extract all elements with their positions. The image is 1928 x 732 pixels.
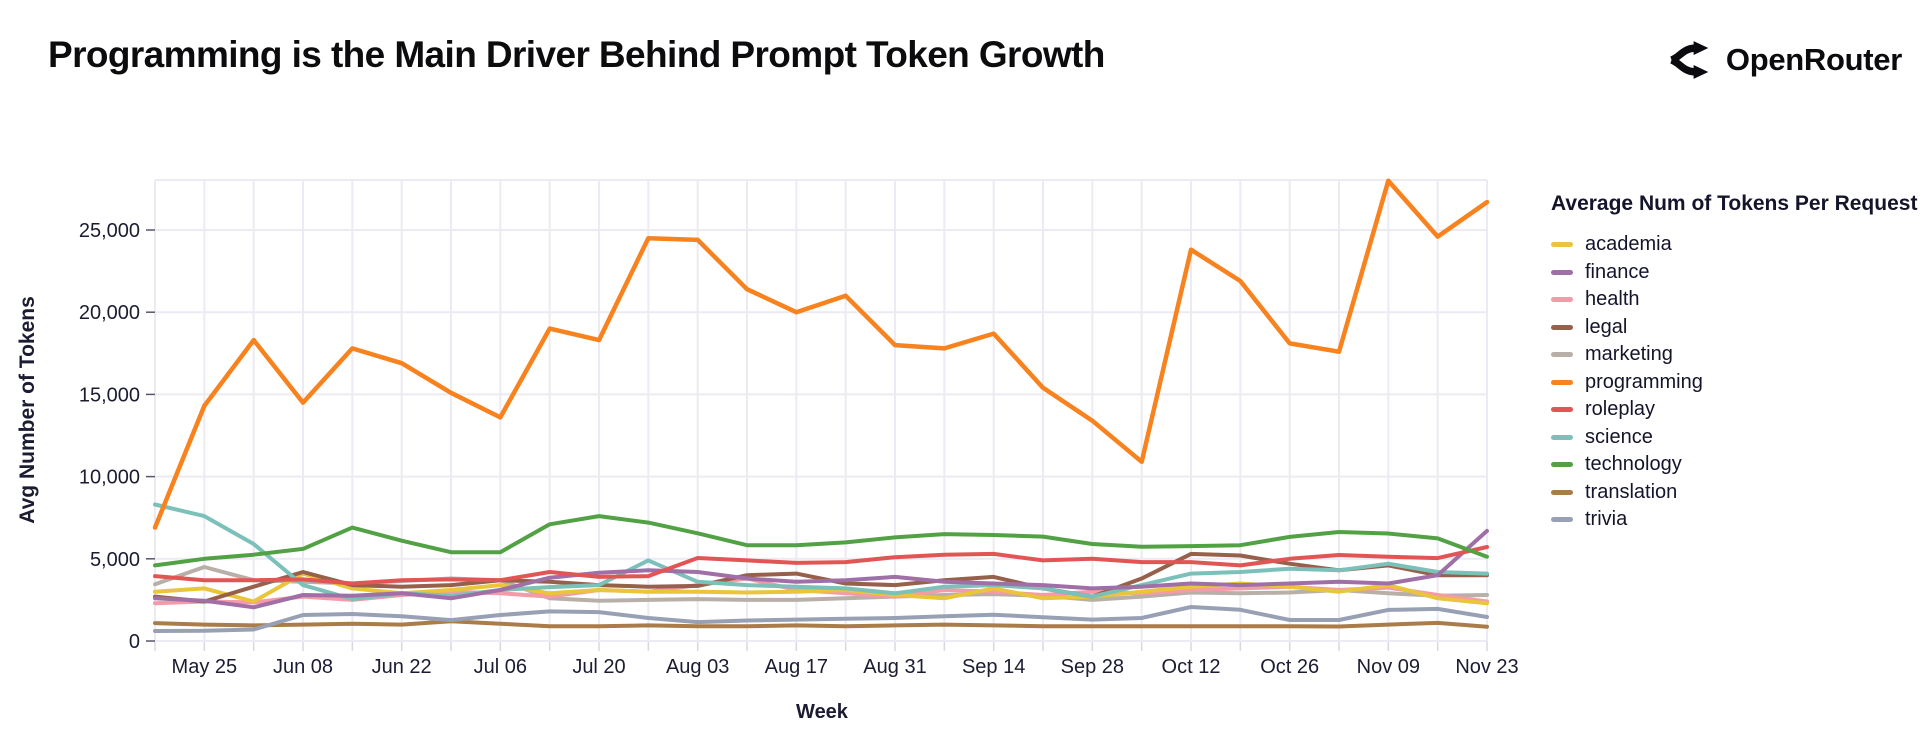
legend-swatch <box>1551 489 1573 495</box>
page-title: Programming is the Main Driver Behind Pr… <box>48 34 1105 75</box>
x-tick-label: Aug 03 <box>666 656 729 678</box>
x-tick-label: Jun 22 <box>372 656 432 678</box>
x-tick-label: Jul 06 <box>474 656 527 678</box>
x-tick-label: Jul 20 <box>572 656 625 678</box>
y-tick-label: 15,000 <box>79 384 140 406</box>
legend-item-academia: academia <box>1551 231 1923 259</box>
series-line-trivia <box>153 605 1489 633</box>
series-line-programming <box>152 178 1490 530</box>
x-tick-label: Aug 31 <box>863 656 926 678</box>
legend-item-label: finance <box>1585 260 1650 283</box>
x-tick-label: Jun 08 <box>273 656 333 678</box>
legend-swatch <box>1551 407 1573 413</box>
legend-swatch <box>1551 517 1573 523</box>
x-tick-label: May 25 <box>172 656 238 678</box>
legend-item-label: science <box>1585 425 1653 448</box>
legend-swatch <box>1551 269 1573 275</box>
legend-item-label: academia <box>1585 233 1672 256</box>
x-tick-label: Nov 23 <box>1455 656 1518 678</box>
series-line-finance <box>153 528 1489 610</box>
legend-swatch <box>1551 462 1573 468</box>
series-line-legal <box>153 551 1489 604</box>
x-tick-label: Oct 26 <box>1260 656 1319 678</box>
legend-item-label: technology <box>1585 453 1682 476</box>
legend-item-label: trivia <box>1585 508 1628 531</box>
legend-item-technology: technology <box>1551 451 1923 479</box>
legend-swatch <box>1551 434 1573 440</box>
x-tick-label: Nov 09 <box>1357 656 1420 678</box>
axis-ticks: 0 5,000 10,000 15,000 20,000 25,000 May 25 Jun … <box>79 220 1519 678</box>
legend-item-label: health <box>1585 288 1640 311</box>
series-line-technology <box>153 514 1489 568</box>
legend-item-health: health <box>1551 286 1923 314</box>
legend-item-label: legal <box>1585 315 1628 338</box>
y-tick-label: 10,000 <box>79 467 140 489</box>
legend-item-label: translation <box>1585 480 1678 503</box>
legend-item-label: marketing <box>1585 343 1673 366</box>
legend-item-translation: translation <box>1551 479 1923 507</box>
series-line-roleplay <box>153 545 1489 586</box>
legend-item-finance: finance <box>1551 259 1923 287</box>
series-line-translation <box>153 619 1489 629</box>
legend-item-label: roleplay <box>1585 398 1656 421</box>
legend-item-legal: legal <box>1551 314 1923 342</box>
legend-swatch <box>1551 297 1573 303</box>
y-tick-label: 5,000 <box>90 549 140 571</box>
legend-swatch <box>1551 379 1573 385</box>
openrouter-logo-icon <box>1666 38 1712 82</box>
legend-swatch <box>1551 242 1573 248</box>
y-tick-label: 0 <box>129 631 140 653</box>
legend-item-science: science <box>1551 424 1923 452</box>
legend-item-label: programming <box>1585 370 1703 393</box>
y-tick-label: 25,000 <box>79 220 140 242</box>
chart-legend: Average Num of Tokens Per Request academ… <box>1551 192 1923 534</box>
legend-swatch <box>1551 352 1573 358</box>
legend-item-trivia: trivia <box>1551 506 1923 534</box>
legend-items: academia finance health legal marketing progr… <box>1551 231 1923 534</box>
brand-name: OpenRouter <box>1725 42 1902 77</box>
y-tick-label: 20,000 <box>79 302 140 324</box>
x-tick-label: Sep 14 <box>962 656 1025 678</box>
legend-item-roleplay: roleplay <box>1551 396 1923 424</box>
legend-swatch <box>1551 324 1573 330</box>
x-tick-label: Aug 17 <box>765 656 828 678</box>
x-tick-label: Oct 12 <box>1162 656 1221 678</box>
legend-item-programming: programming <box>1551 369 1923 397</box>
legend-title: Average Num of Tokens Per Request <box>1551 192 1918 215</box>
legend-item-marketing: marketing <box>1551 341 1923 369</box>
x-tick-label: Sep 28 <box>1061 656 1124 678</box>
y-axis-title: Avg Number of Tokens <box>16 296 39 524</box>
x-axis-title: Week <box>796 701 849 723</box>
openrouter-brand: OpenRouter <box>1666 38 1902 82</box>
series-lines <box>152 178 1490 633</box>
